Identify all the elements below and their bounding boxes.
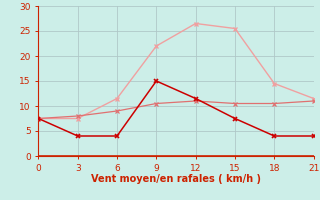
X-axis label: Vent moyen/en rafales ( km/h ): Vent moyen/en rafales ( km/h ) bbox=[91, 174, 261, 184]
